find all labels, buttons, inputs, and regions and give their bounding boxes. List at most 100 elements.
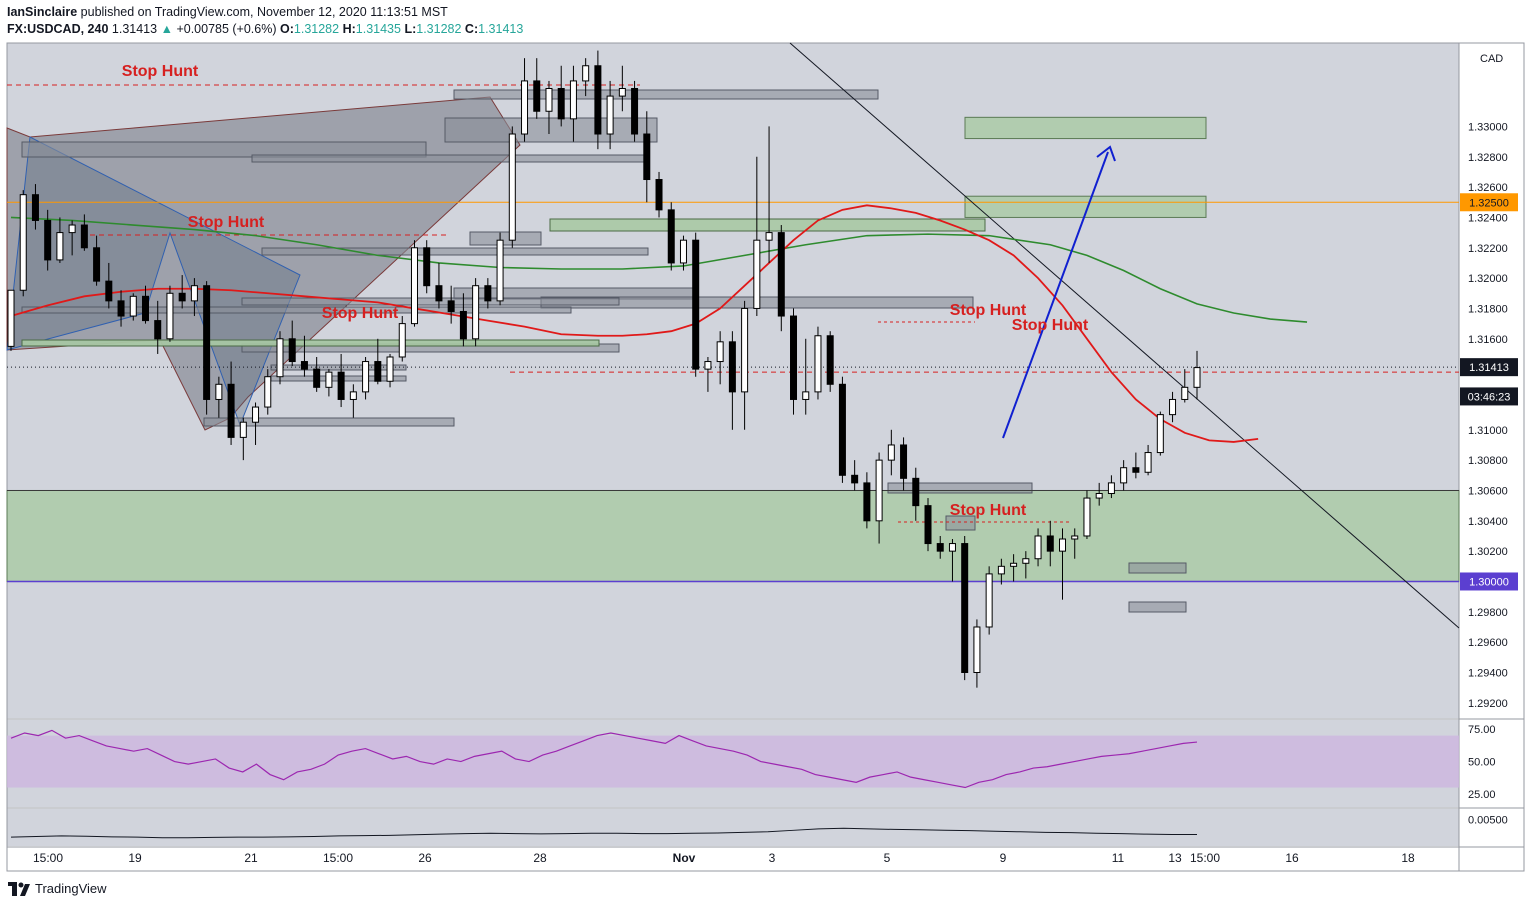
candle-body (472, 285, 480, 340)
candle-down (459, 293, 467, 347)
candle-down (203, 281, 211, 415)
candle-body (912, 477, 920, 507)
candle-down (1046, 520, 1054, 567)
candle-up (1144, 444, 1152, 476)
y-tick-label: 1.29400 (1468, 667, 1508, 679)
y-tick-label: 1.31000 (1468, 425, 1508, 437)
candle-up (569, 65, 577, 142)
candle-body (117, 300, 125, 317)
candle-up (472, 278, 480, 347)
candle-body (203, 285, 211, 400)
candle-body (1010, 562, 1018, 567)
y-tick-label: 1.31800 (1468, 303, 1508, 315)
x-tick-label: 15:00 (1190, 851, 1220, 865)
candle-body (190, 285, 198, 302)
candle-down (924, 498, 932, 552)
candle-up (973, 619, 981, 688)
candle-body (435, 285, 443, 302)
y-tick-label: 1.32600 (1468, 182, 1508, 194)
x-tick-label: 15:00 (33, 851, 63, 865)
candle-body (741, 307, 749, 393)
x-tick-label: 18 (1401, 851, 1415, 865)
candle-body (790, 315, 798, 400)
y-tick-label: 1.29600 (1468, 637, 1508, 649)
low-label: L: (404, 22, 417, 36)
candle-up (386, 353, 394, 388)
candle-body (618, 88, 626, 97)
candle-body (459, 310, 467, 340)
candle-body (252, 406, 260, 423)
candle-body (802, 391, 810, 400)
demand-zone (6, 489, 1460, 582)
price-tag (1460, 572, 1518, 591)
candle-body (569, 80, 577, 120)
y-tick-label: 1.32800 (1468, 152, 1508, 164)
candle-body (728, 341, 736, 393)
order-block (203, 417, 455, 427)
candle-down (643, 111, 651, 203)
candle-up (985, 566, 993, 635)
candle-body (19, 194, 27, 291)
candle-up (68, 220, 76, 256)
candle-up (56, 217, 64, 263)
candle-body (44, 219, 52, 261)
candle-body (924, 505, 932, 545)
candle-up (679, 235, 687, 271)
candle-body (276, 338, 284, 378)
y-tick-label: 1.30200 (1468, 546, 1508, 558)
stop-hunt-label: Stop Hunt (1012, 317, 1089, 334)
rsi-line (10, 729, 1198, 789)
candle-body (496, 239, 504, 302)
y-tick-label: 1.33000 (1468, 121, 1508, 133)
order-block (21, 339, 600, 347)
candle-down (1132, 452, 1140, 479)
candle-up (1022, 551, 1030, 579)
y-tick-label: 1.32400 (1468, 212, 1508, 224)
candle-up (741, 300, 749, 430)
oscillator-line (10, 827, 1197, 839)
candle-down (790, 308, 798, 415)
candle-down (288, 320, 296, 367)
candle-body (704, 361, 712, 370)
currency-label: CAD (1480, 53, 1503, 65)
up-triangle-icon: ▲ (160, 22, 173, 36)
candle-down (692, 232, 700, 377)
candle-body (325, 371, 333, 388)
arrow-head-icon (1096, 145, 1116, 162)
candle-body (973, 626, 981, 673)
candle-down (117, 290, 125, 327)
projection-arrow (1002, 151, 1109, 439)
candle-body (423, 247, 431, 287)
candle-down (300, 335, 308, 377)
candle-down (105, 262, 113, 309)
order-block (241, 297, 620, 306)
author-name[interactable]: IanSinclaire (7, 5, 78, 19)
tradingview-brand: TradingView (35, 881, 107, 896)
order-block (453, 89, 879, 100)
x-tick-label: 28 (533, 851, 547, 865)
candle-body (692, 239, 700, 370)
order-block (21, 306, 572, 314)
candle-up (7, 289, 15, 351)
candle-body (594, 65, 602, 135)
candle-body (997, 565, 1005, 575)
candle-body (582, 65, 590, 82)
candle-body (166, 292, 174, 340)
x-tick-label: 19 (128, 851, 142, 865)
tradingview-logo[interactable]: TradingView (8, 881, 107, 896)
candle-up (606, 80, 614, 150)
candle-body (374, 361, 382, 382)
order-block (469, 231, 542, 246)
order-block (261, 247, 649, 256)
candle-up (190, 278, 198, 317)
candle-body (239, 421, 247, 438)
candle-body (129, 295, 137, 317)
candle-up (887, 429, 895, 476)
stop-hunt-label: Stop Hunt (188, 214, 265, 231)
candle-body (31, 194, 39, 221)
candle-down (826, 331, 834, 392)
candle-down (936, 535, 944, 559)
candle-body (80, 224, 88, 249)
candle-body (1181, 386, 1189, 400)
